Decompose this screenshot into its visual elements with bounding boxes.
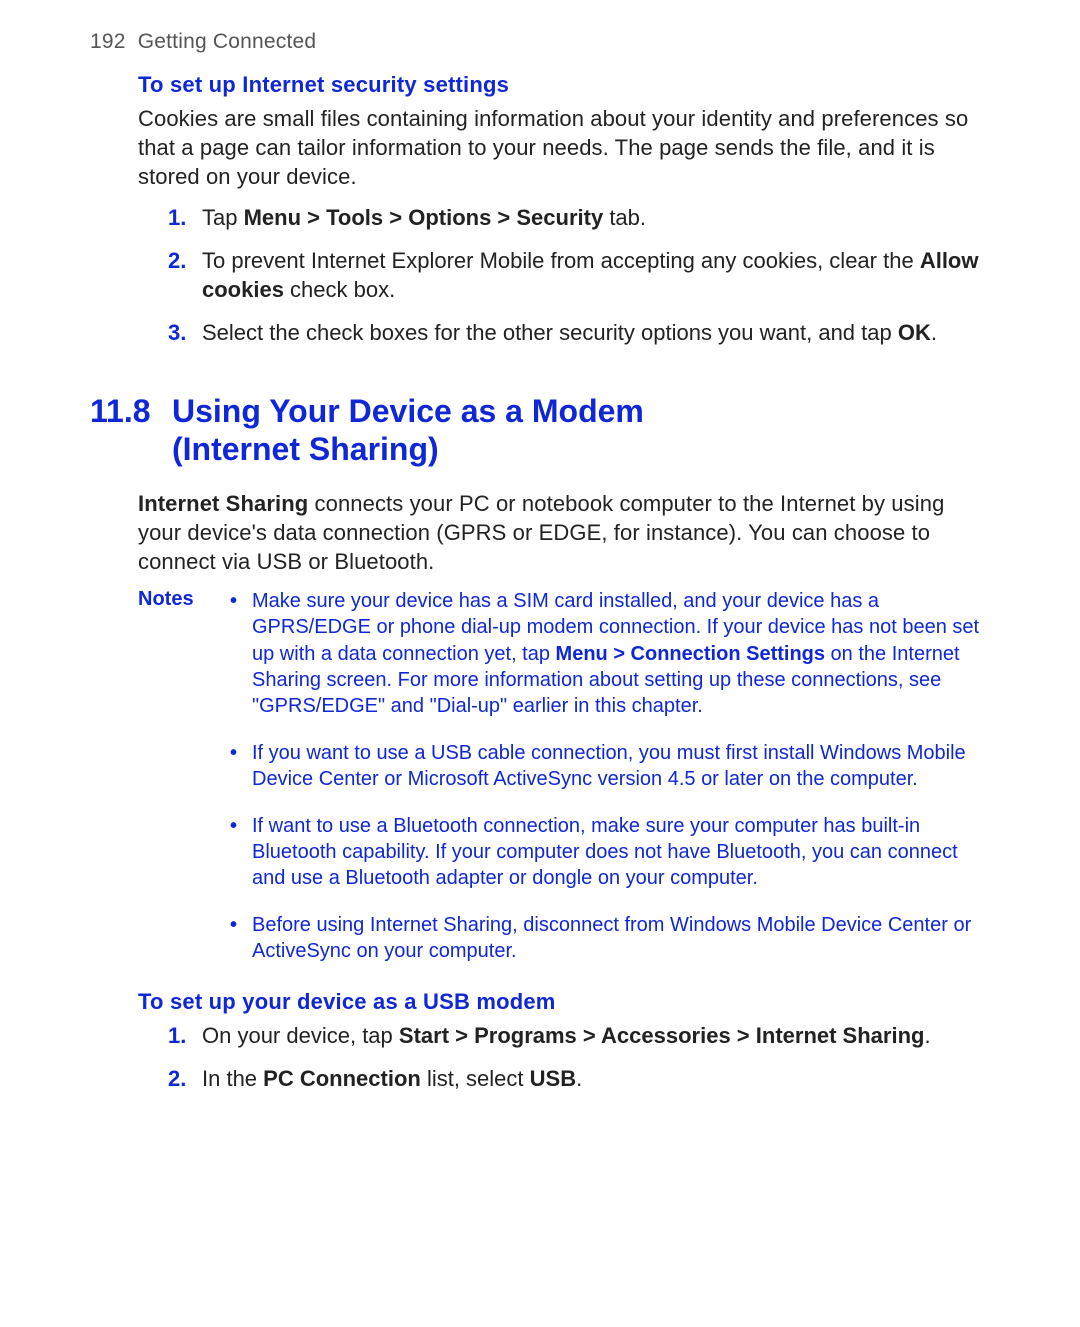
step-bold: Start > Programs > Accessories > Interne…: [399, 1023, 925, 1048]
title-line: Using Your Device as a Modem: [172, 393, 644, 429]
section-title: Using Your Device as a Modem (Internet S…: [172, 393, 644, 469]
step-item: In the PC Connection list, select USB.: [138, 1064, 990, 1093]
step-text: .: [576, 1066, 582, 1091]
note-text: If you want to use a USB cable connectio…: [252, 742, 966, 790]
step-bold: OK: [898, 320, 931, 345]
security-steps: Tap Menu > Tools > Options > Security ta…: [138, 203, 990, 347]
notes-label: Notes: [138, 588, 226, 611]
note-item: Make sure your device has a SIM card ins…: [226, 588, 990, 720]
step-bold: Menu > Tools > Options > Security: [244, 205, 604, 230]
step-text: Select the check boxes for the other sec…: [202, 320, 898, 345]
section-number: 11.8: [90, 393, 172, 431]
subheading-security: To set up Internet security settings: [138, 72, 990, 98]
step-text: .: [931, 320, 937, 345]
security-intro: Cookies are small files containing infor…: [138, 104, 990, 191]
internet-sharing-intro: Internet Sharing connects your PC or not…: [138, 489, 990, 576]
step-text: .: [924, 1023, 930, 1048]
note-item: Before using Internet Sharing, disconnec…: [226, 912, 990, 965]
step-item: On your device, tap Start > Programs > A…: [138, 1021, 990, 1050]
step-text: tab.: [603, 205, 646, 230]
usb-modem-steps: On your device, tap Start > Programs > A…: [138, 1021, 990, 1093]
step-bold: PC Connection: [263, 1066, 421, 1091]
step-text: On your device, tap: [202, 1023, 399, 1048]
step-bold: USB: [530, 1066, 576, 1091]
note-text: Before using Internet Sharing, disconnec…: [252, 914, 971, 962]
notes-list: Make sure your device has a SIM card ins…: [226, 588, 990, 985]
manual-page: 192 Getting Connected To set up Internet…: [0, 0, 1080, 1327]
chapter-title: Getting Connected: [138, 30, 317, 53]
step-text: In the: [202, 1066, 263, 1091]
intro-bold: Internet Sharing: [138, 491, 308, 516]
page-number: 192: [90, 30, 126, 53]
step-item: To prevent Internet Explorer Mobile from…: [138, 246, 990, 304]
title-line: (Internet Sharing): [172, 431, 439, 467]
section-heading: 11.8 Using Your Device as a Modem (Inter…: [90, 393, 990, 469]
running-header: 192 Getting Connected: [90, 30, 990, 54]
subheading-usb-modem: To set up your device as a USB modem: [138, 989, 990, 1015]
step-item: Select the check boxes for the other sec…: [138, 318, 990, 347]
notes-block: Notes Make sure your device has a SIM ca…: [138, 588, 990, 985]
note-bold: Menu > Connection Settings: [556, 643, 825, 665]
step-text: Tap: [202, 205, 244, 230]
note-item: If want to use a Bluetooth connection, m…: [226, 813, 990, 892]
note-item: If you want to use a USB cable connectio…: [226, 740, 990, 793]
step-text: list, select: [421, 1066, 530, 1091]
step-text: To prevent Internet Explorer Mobile from…: [202, 248, 920, 273]
note-text: If want to use a Bluetooth connection, m…: [252, 815, 958, 890]
step-text: check box.: [284, 277, 395, 302]
step-item: Tap Menu > Tools > Options > Security ta…: [138, 203, 990, 232]
